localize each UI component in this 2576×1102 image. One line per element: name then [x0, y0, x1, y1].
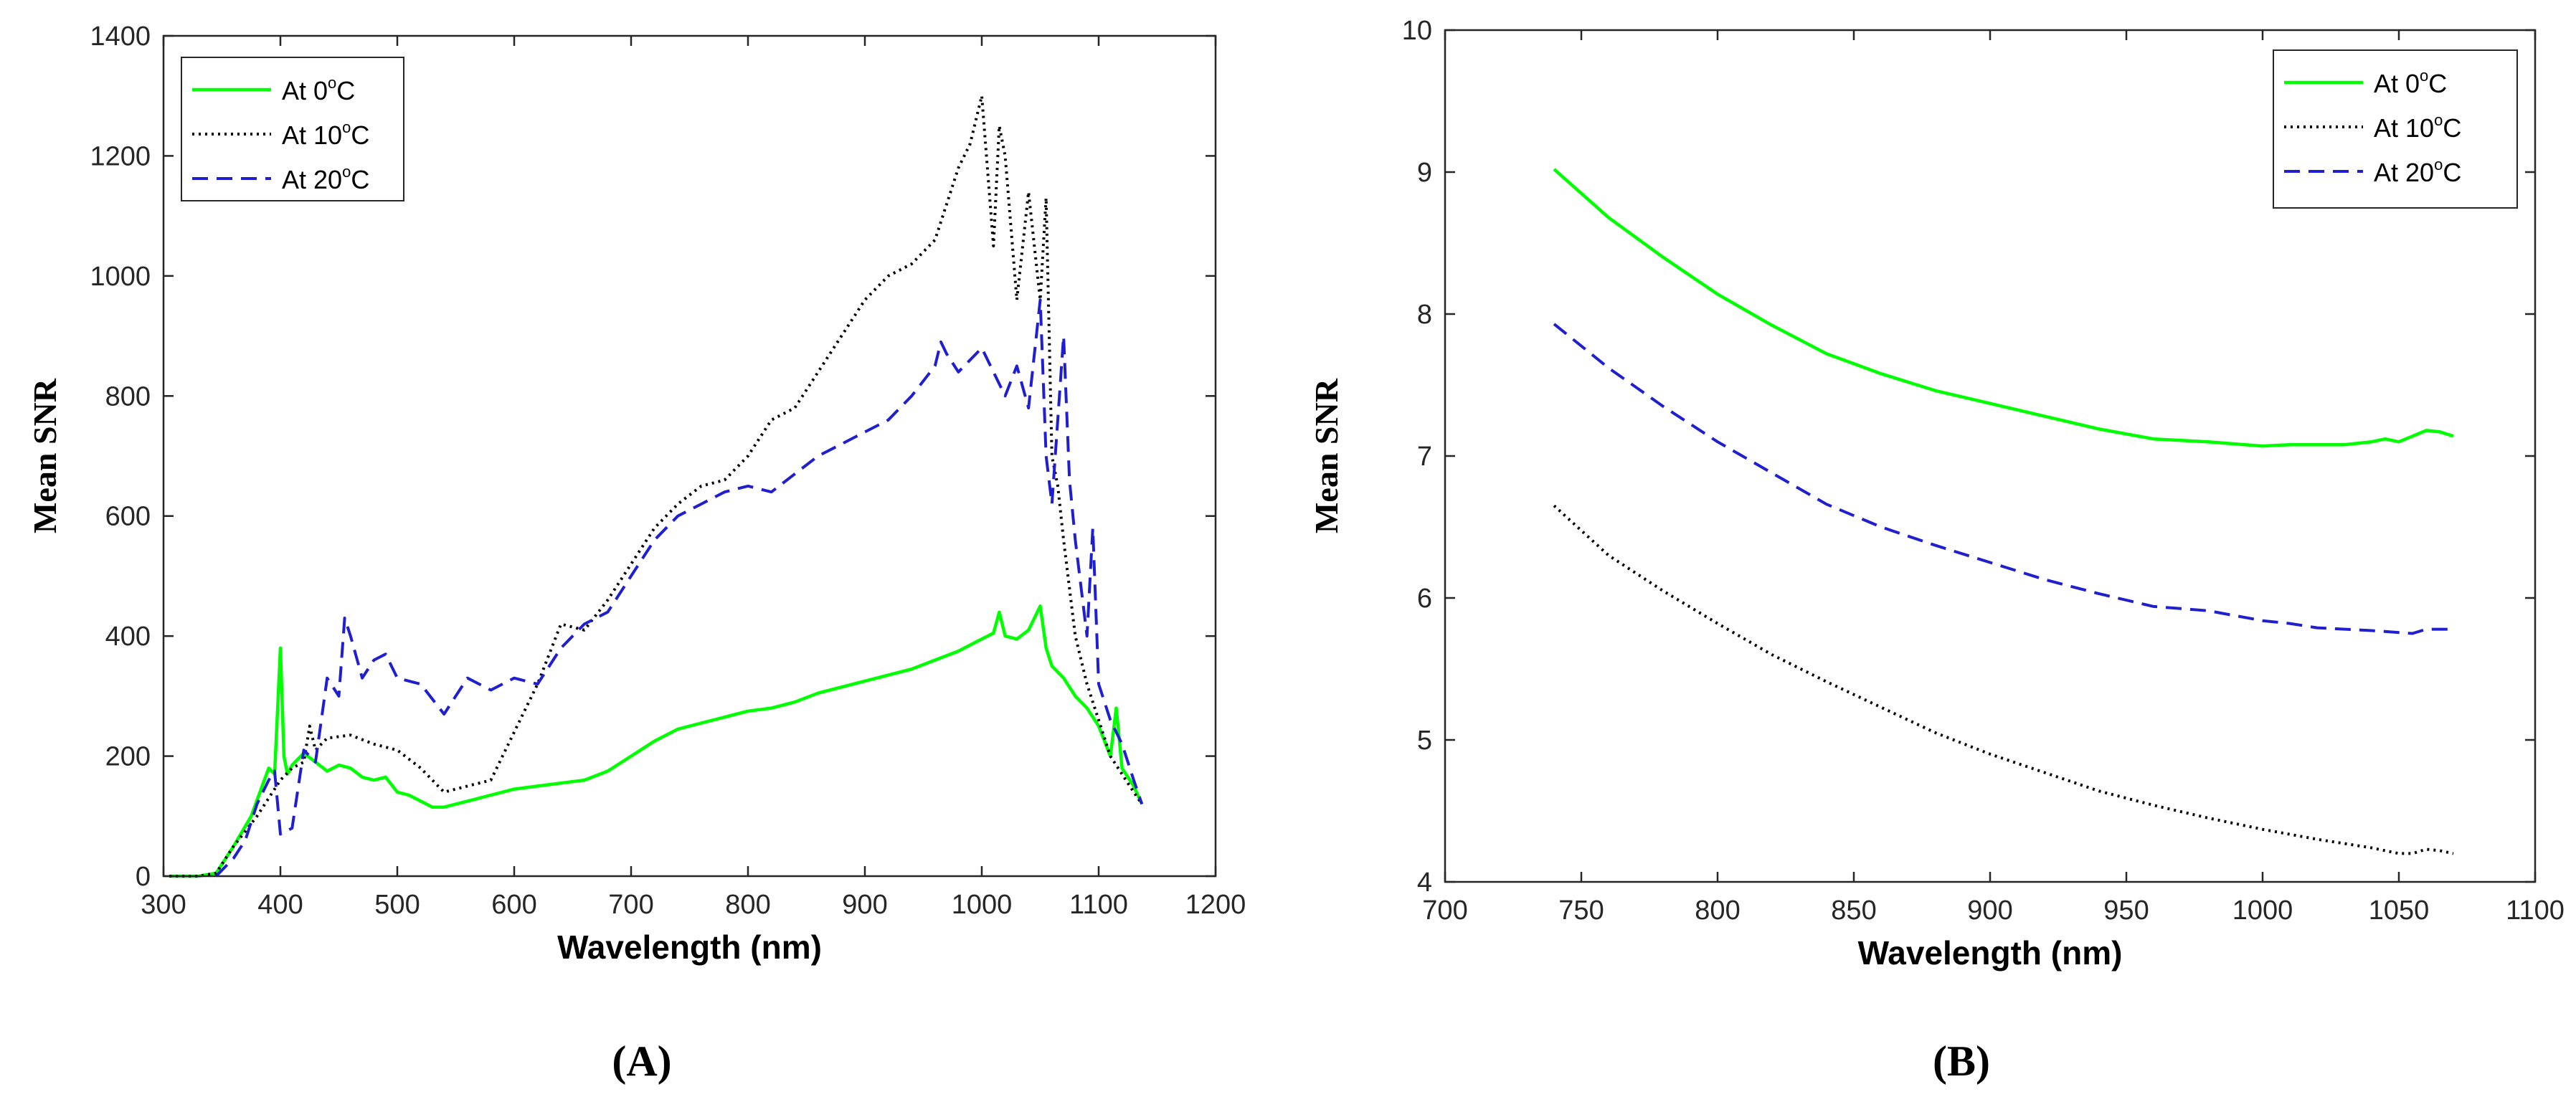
x-tick-label: 900: [1967, 896, 2012, 926]
y-tick-label: 600: [105, 502, 151, 532]
legend-box: [2273, 49, 2518, 209]
x-tick-label: 1050: [2369, 896, 2430, 926]
legend-label: At 0oC: [282, 74, 355, 105]
series-line: [169, 604, 1144, 878]
y-tick-label: 5: [1417, 726, 1432, 756]
chart-b-x-axis-label: Wavelength (nm): [1858, 934, 2123, 972]
legend-label: At 20oC: [282, 163, 369, 194]
y-tick-label: 800: [105, 381, 151, 412]
legend-label: At 20oC: [2374, 156, 2461, 187]
series-line: [1553, 504, 2454, 855]
chart-b: 700 750 800 850 900 950 1000 1050 1100 4 5 6 7 8 9 10 W…: [1308, 16, 2565, 972]
y-tick-label: 9: [1417, 158, 1432, 188]
y-tick-label: 1200: [90, 141, 151, 171]
x-tick-label: 750: [1558, 896, 1604, 926]
legend-label: At 0oC: [2374, 67, 2447, 98]
chart-a-x-axis-label: Wavelength (nm): [557, 928, 822, 966]
x-tick-label: 850: [1831, 896, 1876, 926]
legend-label: At 10oC: [282, 118, 369, 150]
series-line: [1553, 323, 2453, 635]
legend-box: [181, 57, 404, 201]
chart-a-ticks: 300 400 500 600 700 800 900 1000 1100 1200 0 200 400…: [90, 22, 1246, 920]
panel-label-a: (A): [612, 1037, 671, 1085]
legend-label: At 10oC: [2374, 111, 2461, 143]
x-tick-label: 400: [257, 890, 303, 920]
x-tick-label: 700: [608, 890, 653, 920]
y-tick-label: 10: [1402, 16, 1432, 46]
y-tick-label: 7: [1417, 442, 1432, 472]
x-tick-label: 800: [1695, 896, 1740, 926]
y-tick-label: 1400: [90, 22, 151, 52]
chart-a-legend: At 0oC At 10oC At 20oC: [181, 57, 404, 201]
x-tick-label: 500: [374, 890, 420, 920]
chart-a-series: [169, 94, 1144, 878]
y-tick-label: 400: [105, 622, 151, 652]
x-tick-label: 1000: [952, 890, 1013, 920]
panel-label-b: (B): [1933, 1037, 1990, 1085]
y-tick-label: 0: [136, 862, 151, 892]
series-line: [1553, 168, 2454, 448]
x-tick-label: 1100: [2506, 896, 2565, 926]
chart-b-series: [1553, 168, 2454, 855]
x-tick-label: 900: [842, 890, 887, 920]
chart-a-plot-area: [162, 34, 1217, 878]
chart-b-ticks: 700 750 800 850 900 950 1000 1050 1100 4 5 6 7 8 9 10: [1402, 16, 2565, 926]
y-tick-label: 8: [1417, 300, 1432, 330]
y-tick-label: 1000: [90, 262, 151, 292]
x-tick-label: 1000: [2232, 896, 2293, 926]
x-tick-label: 1200: [1185, 890, 1246, 920]
x-tick-label: 700: [1422, 896, 1467, 926]
y-tick-label: 4: [1417, 868, 1432, 898]
x-tick-label: 600: [491, 890, 536, 920]
chart-b-legend: At 0oC At 10oC At 20oC: [2273, 49, 2518, 209]
chart-b-y-axis-label: Mean SNR: [1308, 378, 1345, 533]
x-tick-label: 300: [141, 890, 186, 920]
y-tick-label: 6: [1417, 584, 1432, 614]
series-line: [214, 298, 1144, 878]
x-tick-label: 800: [725, 890, 770, 920]
chart-a: 300 400 500 600 700 800 900 1000 1100 1200 0 200 400…: [27, 22, 1246, 966]
x-tick-label: 950: [2103, 896, 2149, 926]
y-tick-label: 200: [105, 742, 151, 772]
x-tick-label: 1100: [1069, 890, 1128, 920]
chart-a-y-axis-label: Mean SNR: [27, 378, 63, 533]
